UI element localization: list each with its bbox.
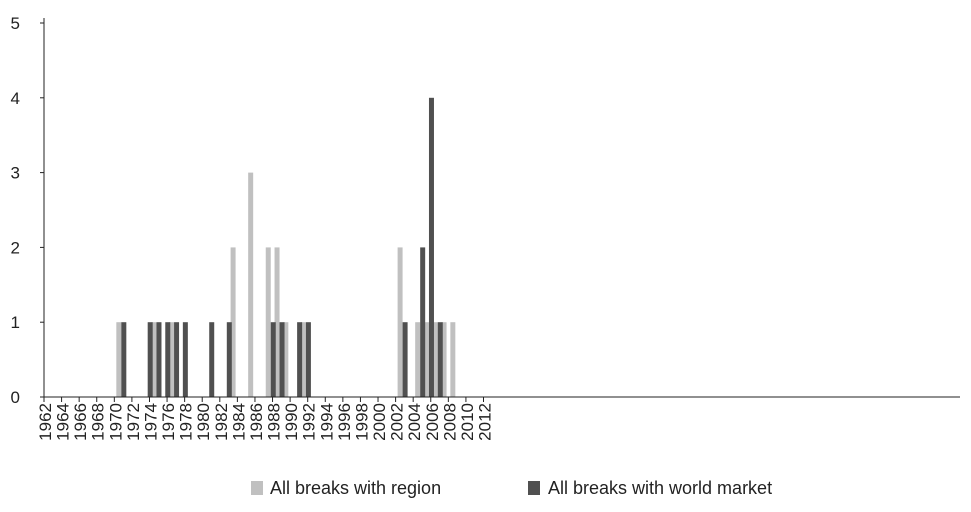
x-tick-label: 1972 xyxy=(124,403,143,441)
x-tick-label: 2008 xyxy=(440,403,459,441)
bar-series1-1991 xyxy=(300,322,306,397)
x-tick-label: 2012 xyxy=(476,403,495,441)
x-tick-label: 1982 xyxy=(212,403,231,441)
bar-series1-1976 xyxy=(169,322,175,397)
x-tick-label: 1968 xyxy=(89,403,108,441)
bar-series1-1987 xyxy=(265,247,271,397)
bar-series2-1987 xyxy=(270,322,276,397)
x-tick-label: 2000 xyxy=(370,403,389,441)
bar-series1-1988 xyxy=(274,247,280,397)
x-tick-label: 1994 xyxy=(317,403,336,441)
x-tick-label: 1962 xyxy=(36,403,55,441)
bar-series1-2005 xyxy=(423,322,429,397)
x-tick-label: 1996 xyxy=(335,403,354,441)
y-tick-label: 5 xyxy=(11,14,20,33)
y-tick-labels: 0 1 2 3 4 5 xyxy=(11,14,20,407)
x-tick-label: 1964 xyxy=(54,403,73,441)
bar-series2-1991 xyxy=(305,322,311,397)
bar-series2-1975 xyxy=(165,322,171,397)
y-tick-label: 3 xyxy=(11,164,20,183)
bar-series2-1976 xyxy=(174,322,180,397)
bar-series1-2006 xyxy=(432,322,438,397)
x-tick-label: 1988 xyxy=(265,403,284,441)
x-tick-label: 2004 xyxy=(405,403,424,441)
bar-series2-1974 xyxy=(156,322,162,397)
bar-series1-2002 xyxy=(397,247,403,397)
bar-series2-1977 xyxy=(182,322,188,397)
x-tick-label: 1986 xyxy=(247,403,266,441)
x-tick-label: 1970 xyxy=(106,403,125,441)
x-tick-label: 1992 xyxy=(300,403,319,441)
x-tick-label: 1976 xyxy=(159,403,178,441)
bar-series1-1970 xyxy=(116,322,122,397)
bar-series1-2004 xyxy=(415,322,421,397)
x-tick-label: 1980 xyxy=(194,403,213,441)
legend-swatch-series2 xyxy=(528,481,540,495)
bar-series1-1974 xyxy=(151,322,157,397)
y-tick-label: 4 xyxy=(11,89,20,108)
bars-group xyxy=(116,97,456,398)
legend-swatch-series1 xyxy=(251,481,263,495)
x-tick-label: 1998 xyxy=(352,403,371,441)
x-tick-label: 1984 xyxy=(229,403,248,441)
bar-series1-2007 xyxy=(441,322,447,397)
legend-label-series2: All breaks with world market xyxy=(548,478,772,498)
bar-series2-1990 xyxy=(297,322,303,397)
bar-series2-2004 xyxy=(420,247,426,397)
y-tick-label: 0 xyxy=(11,388,20,407)
bar-series2-1988 xyxy=(279,322,285,397)
bar-series2-1982 xyxy=(226,322,232,397)
bar-series2-1973 xyxy=(147,322,153,397)
bar-series1-2008 xyxy=(450,322,456,397)
x-tick-label: 2002 xyxy=(388,403,407,441)
bar-series1-1985 xyxy=(248,172,254,397)
legend-label-series1: All breaks with region xyxy=(270,478,441,498)
bar-series2-2002 xyxy=(402,322,408,397)
bar-series2-1980 xyxy=(209,322,215,397)
axes-group xyxy=(40,18,960,402)
legend: All breaks with region All breaks with wo… xyxy=(251,478,772,498)
bar-series1-1989 xyxy=(283,322,289,397)
x-tick-label: 1966 xyxy=(71,403,90,441)
x-tick-label: 1978 xyxy=(177,403,196,441)
x-tick-label: 2010 xyxy=(458,403,477,441)
y-tick-label: 2 xyxy=(11,238,20,257)
x-tick-labels: 1962196419661968197019721974197619781980… xyxy=(36,403,495,441)
bar-series1-1983 xyxy=(230,247,236,397)
y-tick-label: 1 xyxy=(11,313,20,332)
x-tick-label: 2006 xyxy=(423,403,442,441)
x-tick-label: 1974 xyxy=(141,403,160,441)
bar-series2-2006 xyxy=(437,322,443,397)
bar-series2-1970 xyxy=(121,322,127,397)
bar-series2-2005 xyxy=(428,97,434,398)
x-tick-label: 1990 xyxy=(282,403,301,441)
